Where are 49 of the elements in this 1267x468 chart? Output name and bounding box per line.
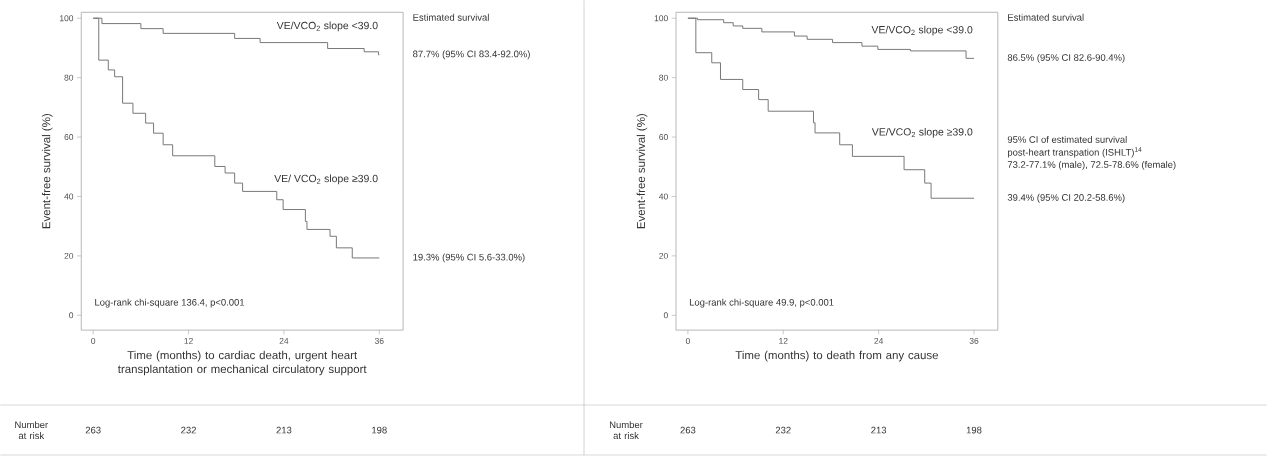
y-tick-label: 100: [654, 15, 668, 22]
text: 19.3% (95% CI 5.6-33.0%): [413, 253, 525, 263]
x-tick-label: 12: [184, 337, 193, 344]
text: 232: [181, 426, 196, 434]
y-axis-title: Event-free survival (%): [41, 114, 53, 229]
y-tick-label: 40: [659, 193, 668, 200]
y-tick-label: 80: [64, 74, 74, 81]
y-tick-label: 80: [659, 74, 668, 81]
y-tick-label: 20: [659, 252, 668, 259]
x-tick-label: 0: [91, 337, 96, 344]
annotation: Log-rank chi-square 49.9, p<0.001: [689, 298, 834, 308]
annotation: Log-rank chi-square 136.4, p<0.001: [95, 298, 245, 308]
text: Estimated survival: [413, 13, 489, 21]
y-tick-label: 0: [663, 312, 668, 319]
text: post-heart transpation (ISHLT)$^{14}$: [1007, 147, 1142, 158]
y-tick-label: 40: [64, 193, 74, 200]
x-tick-label: 36: [374, 337, 384, 344]
x-tick-label: 24: [279, 337, 289, 344]
y-axis-title: Event-free survival (%): [636, 114, 648, 229]
series-label: VE/VCO$_{2}$ slope ≥39.0: [871, 127, 973, 138]
y-tick-label: 0: [69, 312, 74, 319]
series-label: VE/ VCO$_{2}$ slope ≥39.0: [274, 174, 378, 185]
text: 263: [85, 426, 101, 434]
text: Estimated survival: [1008, 13, 1084, 21]
text: 263: [680, 426, 696, 434]
y-tick-label: 60: [64, 134, 74, 141]
x-tick-label: 36: [969, 337, 979, 344]
y-tick-label: 60: [659, 134, 668, 141]
text: 213: [871, 426, 887, 434]
text: 86.5% (95% CI 82.6-90.4%): [1007, 53, 1125, 63]
series-label: VE/VCO$_{2}$ slope <39.0: [276, 21, 378, 32]
text: 232: [775, 426, 791, 434]
series-label: VE/VCO$_{2}$ slope <39.0: [871, 25, 973, 36]
text: 198: [372, 426, 387, 434]
text: 95% CI of estimated survival: [1007, 135, 1127, 143]
y-tick-label: 20: [64, 252, 74, 259]
text: 213: [276, 426, 292, 434]
x-axis-title: Time (months) to cardiac death, urgent heart transplantation or mechanical circulatory support: [117, 350, 367, 376]
x-tick-label: 24: [874, 337, 884, 344]
text: 73.2-77.1% (male), 72.5-78.6% (female): [1007, 160, 1176, 170]
text: Number at risk: [15, 421, 48, 440]
text: Number at risk: [609, 421, 643, 440]
x-tick-label: 12: [779, 337, 788, 344]
x-tick-label: 0: [685, 337, 690, 344]
text: 87.7% (95% CI 83.4-92.0%): [413, 50, 530, 60]
y-tick-label: 100: [60, 15, 74, 22]
text: 198: [966, 426, 982, 434]
x-axis-title: Time (months) to death from any cause: [735, 350, 938, 362]
text: 39.4% (95% CI 20.2-58.6%): [1007, 193, 1125, 203]
